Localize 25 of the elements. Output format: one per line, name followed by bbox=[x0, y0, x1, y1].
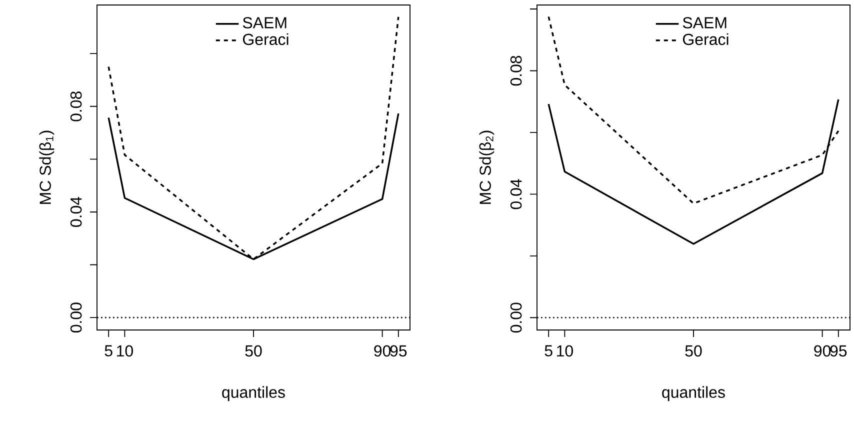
y-tick-label: 0.08 bbox=[510, 56, 522, 86]
y-axis-title: MC Sd(β$_{1}$) bbox=[39, 130, 54, 204]
x-tick-label: 90 bbox=[814, 345, 831, 357]
y-tick-label: 0.00 bbox=[70, 302, 82, 333]
legend-label: Geraci bbox=[242, 33, 288, 46]
y-axis-title: MC Sd(β$_{2}$) bbox=[479, 130, 494, 204]
x-tick-label: 5 bbox=[544, 345, 552, 356]
x-tick-label: 95 bbox=[830, 345, 847, 357]
x-tick-label: 95 bbox=[390, 345, 407, 357]
x-tick-label: 50 bbox=[245, 345, 262, 357]
x-axis-title: quantiles bbox=[222, 386, 285, 402]
legend-label: SAEM bbox=[242, 17, 286, 28]
y-tick-label: 0.04 bbox=[70, 196, 82, 227]
x-tick-label: 10 bbox=[117, 345, 133, 357]
y-tick-label: 0.08 bbox=[70, 92, 82, 122]
y-tick-label: 0.04 bbox=[510, 179, 522, 210]
x-tick-label: 50 bbox=[685, 345, 702, 357]
x-tick-label: 90 bbox=[374, 345, 391, 357]
y-tick-label: 0.00 bbox=[510, 302, 522, 333]
legend-label: Geraci bbox=[682, 33, 728, 46]
legend-label: SAEM bbox=[682, 17, 726, 28]
line-series bbox=[108, 16, 400, 260]
x-axis-title: quantiles bbox=[662, 386, 725, 402]
x-tick-label: 10 bbox=[557, 345, 573, 357]
x-tick-label: 5 bbox=[104, 345, 112, 356]
